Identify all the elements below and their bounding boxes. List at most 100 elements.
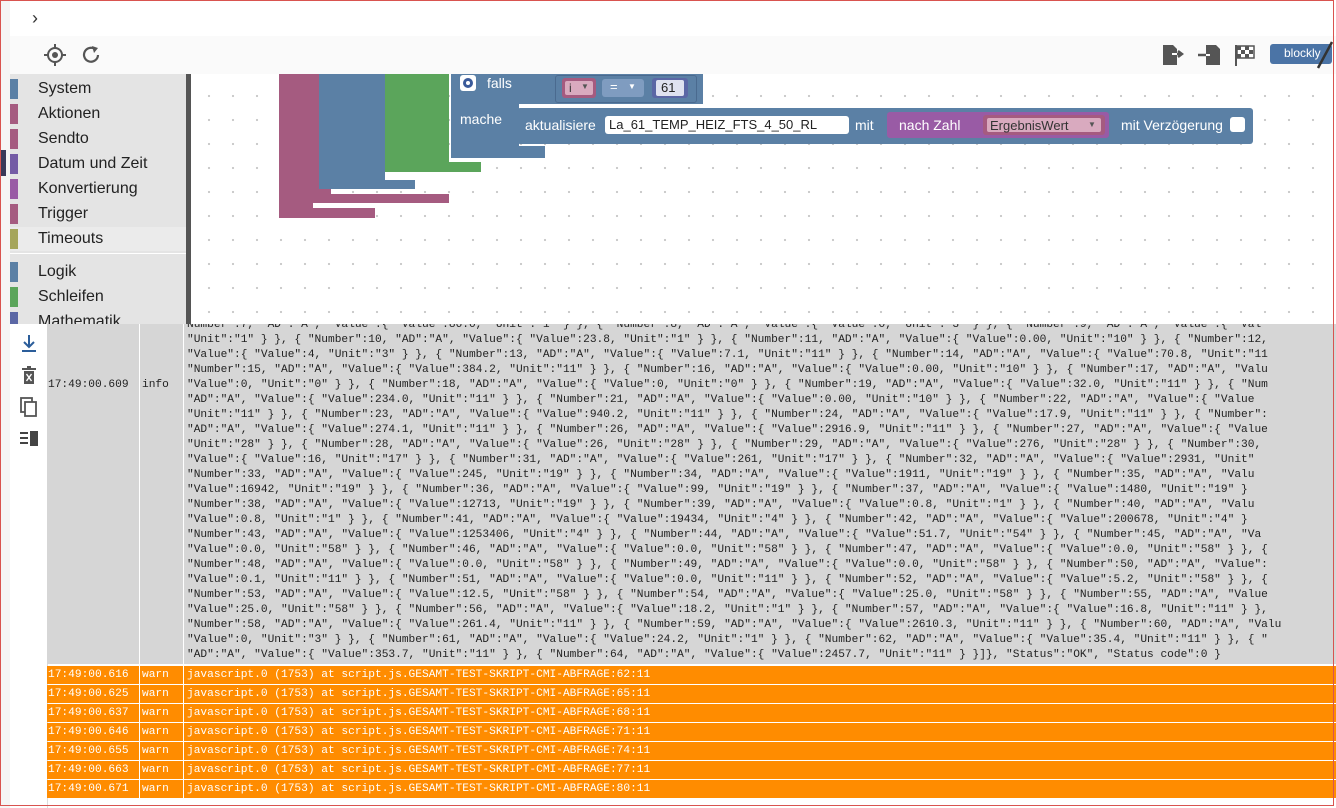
log-severity: info xyxy=(142,379,169,391)
dropdown-arrow-icon: ▼ xyxy=(581,82,589,91)
dropdown-arrow-icon: ▼ xyxy=(628,82,636,91)
update-label: aktualisiere xyxy=(525,117,596,133)
refresh-icon[interactable] xyxy=(78,42,104,68)
delay-label: mit Verzögerung xyxy=(1121,117,1223,133)
to-number-block[interactable]: nach Zahl ErgebnisWert ▼ xyxy=(887,112,1109,138)
log-message: javascript.0 (1753) at script.js.GESAMT-… xyxy=(187,707,651,719)
import-icon[interactable] xyxy=(1196,42,1222,68)
log-row-warn[interactable]: 17:49:00.671 warn javascript.0 (1753) at… xyxy=(47,780,1336,798)
log-message-line: "Value":16942, "Unit":"19" } }, { "Numbe… xyxy=(187,484,1248,496)
category-datum-und-zeit[interactable]: Datum und Zeit xyxy=(10,152,187,176)
trigger-block-foot xyxy=(279,208,375,218)
column-separator xyxy=(139,324,140,664)
log-time: 17:49:00.646 xyxy=(48,726,129,738)
columns-icon[interactable] xyxy=(18,428,40,450)
log-message-line: "Unit":"28" } }, { "Number":28, "AD":"A"… xyxy=(187,439,1262,451)
gear-icon[interactable] xyxy=(460,75,476,91)
log-row-warn[interactable]: 17:49:00.646 warn javascript.0 (1753) at… xyxy=(47,723,1336,741)
loop-block[interactable] xyxy=(319,74,385,184)
log-message-line: Number":7, "AD":"A", "Value":{ "Value":8… xyxy=(187,324,1262,331)
log-severity: warn xyxy=(142,764,169,776)
log-row-warn[interactable]: 17:49:00.655 warn javascript.0 (1753) at… xyxy=(47,742,1336,760)
log-message-line: "Number":43, "AD":"A", "Value":{ "Value"… xyxy=(187,529,1262,541)
result-variable-block[interactable]: ErgebnisWert ▼ xyxy=(983,115,1105,135)
compare-block[interactable]: i ▼ = ▼ 61 xyxy=(555,75,697,103)
log-time: 17:49:00.655 xyxy=(48,745,129,757)
if-block-foot xyxy=(451,146,545,158)
log-message-line: "Number":38, "AD":"A", "Value":{ "Value"… xyxy=(187,499,1255,511)
log-message-line: "Value":0, "Unit":"3" } }, { "Number":61… xyxy=(187,634,1268,646)
copy-icon[interactable] xyxy=(18,396,40,418)
active-indicator xyxy=(0,150,6,176)
blockly-badge[interactable]: blockly xyxy=(1270,44,1332,64)
log-severity: warn xyxy=(142,707,169,719)
trash-icon[interactable] xyxy=(18,364,40,386)
column-separator xyxy=(139,780,140,798)
category-sendto[interactable]: Sendto xyxy=(10,127,187,151)
flag-icon[interactable] xyxy=(1232,42,1258,68)
expand-chevron-icon[interactable]: › xyxy=(32,8,38,28)
log-message-line: "Number":15, "AD":"A", "Value":{ "Value"… xyxy=(187,364,1268,376)
column-separator xyxy=(139,685,140,703)
loop-block-foot xyxy=(319,180,415,189)
variable-dropdown[interactable]: i ▼ xyxy=(565,81,593,95)
log-message-line: "AD":"A", "Value":{ "Value":234.0, "Unit… xyxy=(187,394,1255,406)
toolbox-scrollbar[interactable] xyxy=(186,74,191,324)
category-konvertierung[interactable]: Konvertierung xyxy=(10,177,187,201)
log-message: javascript.0 (1753) at script.js.GESAMT-… xyxy=(187,783,651,795)
number-field[interactable]: 61 xyxy=(656,80,684,96)
delay-checkbox[interactable] xyxy=(1230,117,1245,132)
log-message-line: "Value":0.8, "Unit":"1" } }, { "Number":… xyxy=(187,514,1248,526)
category-trigger[interactable]: Trigger xyxy=(10,202,187,226)
result-variable-dropdown[interactable]: ErgebnisWert ▼ xyxy=(987,118,1101,133)
column-separator xyxy=(183,704,184,722)
compare-value: 61 xyxy=(661,80,676,95)
log-time: 17:49:00.671 xyxy=(48,783,129,795)
column-separator xyxy=(183,780,184,798)
category-schleifen[interactable]: Schleifen xyxy=(10,285,187,309)
log-row-info[interactable]: 17:49:00.609 info Number":7, "AD":"A", "… xyxy=(47,324,1336,664)
column-separator xyxy=(139,704,140,722)
category-color-bar xyxy=(10,129,18,149)
category-label: Konvertierung xyxy=(38,180,138,197)
blockly-badge-label: blockly xyxy=(1284,46,1321,60)
category-logik[interactable]: Logik xyxy=(10,260,187,284)
operator-dropdown[interactable]: = ▼ xyxy=(602,79,644,97)
log-table[interactable]: 17:49:00.609 info Number":7, "AD":"A", "… xyxy=(47,324,1336,808)
category-color-bar xyxy=(10,262,18,282)
log-row-warn[interactable]: 17:49:00.663 warn javascript.0 (1753) at… xyxy=(47,761,1336,779)
log-row-warn[interactable]: 17:49:00.616 warn javascript.0 (1753) at… xyxy=(47,666,1336,684)
crosshair-icon[interactable] xyxy=(42,42,68,68)
top-bar: › xyxy=(10,0,1336,37)
category-color-bar xyxy=(10,204,18,224)
category-aktionen[interactable]: Aktionen xyxy=(10,102,187,126)
log-severity: warn xyxy=(142,783,169,795)
category-timeouts[interactable]: Timeouts xyxy=(10,227,187,251)
export-icon[interactable] xyxy=(1160,42,1186,68)
log-row-warn[interactable]: 17:49:00.625 warn javascript.0 (1753) at… xyxy=(47,685,1336,703)
variable-block[interactable]: i ▼ xyxy=(562,78,596,98)
update-block[interactable]: aktualisiere La_61_TEMP_HEIZ_FTS_4_50_RL… xyxy=(517,108,1253,144)
log-time: 17:49:00.663 xyxy=(48,764,129,776)
object-id-field[interactable]: La_61_TEMP_HEIZ_FTS_4_50_RL xyxy=(605,116,849,134)
category-label: Trigger xyxy=(38,205,89,222)
category-color-bar xyxy=(10,154,18,174)
column-separator xyxy=(139,723,140,741)
number-block[interactable]: 61 xyxy=(652,78,688,98)
category-label: System xyxy=(38,80,92,97)
blockly-workspace[interactable]: falls mache i ▼ = ▼ 61 aktualisiere La_6… xyxy=(191,74,1336,324)
category-color-bar xyxy=(10,312,18,324)
download-icon[interactable] xyxy=(18,332,40,354)
log-message-line: "AD":"A", "Value":{ "Value":274.1, "Unit… xyxy=(187,424,1268,436)
category-label: Timeouts xyxy=(38,230,104,247)
log-message-line: "Unit":"11" } }, { "Number":23, "AD":"A"… xyxy=(187,409,1268,421)
category-system[interactable]: System xyxy=(10,77,187,101)
log-severity: warn xyxy=(142,745,169,757)
log-row-warn[interactable]: 17:49:00.637 warn javascript.0 (1753) at… xyxy=(47,704,1336,722)
loop-green-block[interactable] xyxy=(385,74,449,164)
loop-green-foot xyxy=(385,162,481,172)
category-mathematik[interactable]: Mathematik xyxy=(10,310,187,324)
log-message-line: "Value":25.0, "Unit":"58" } }, { "Number… xyxy=(187,604,1268,616)
log-message: javascript.0 (1753) at script.js.GESAMT-… xyxy=(187,745,651,757)
dropdown-arrow-icon: ▼ xyxy=(1088,120,1096,129)
